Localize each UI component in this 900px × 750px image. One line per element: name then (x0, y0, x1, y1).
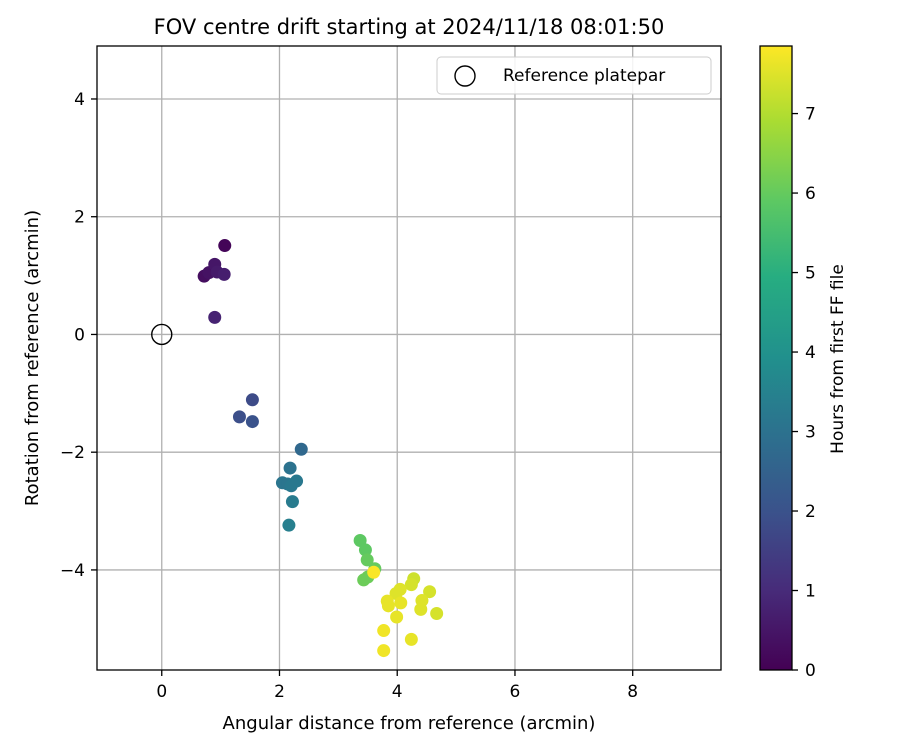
legend-box (436, 56, 712, 95)
reference-marker-layer (151, 323, 173, 346)
legend-label: Reference platepar (503, 66, 665, 86)
data-point (367, 565, 381, 579)
data-point (217, 267, 231, 281)
x-tick-label: 0 (156, 682, 167, 702)
data-point (290, 474, 304, 488)
colorbar-tick-label: 1 (805, 582, 816, 602)
reference-platepar-marker (151, 323, 173, 346)
data-point (430, 606, 444, 620)
x-tick-label: 8 (627, 682, 638, 702)
colorbar (759, 45, 793, 671)
y-axis-ticks: −4 −2 0 2 4 (60, 90, 97, 581)
colorbar-tick-label: 5 (805, 264, 816, 284)
data-point (282, 518, 296, 532)
chart-title: FOV centre drift starting at 2024/11/18 … (154, 15, 665, 39)
y-tick-label: 0 (74, 325, 85, 345)
y-tick-label: −2 (60, 443, 85, 463)
x-axis-ticks: 0 2 4 6 8 (156, 670, 638, 702)
data-point (283, 461, 297, 475)
colorbar-tick-label: 2 (805, 502, 816, 522)
y-tick-label: −4 (60, 561, 85, 581)
colorbar-tick-label: 3 (805, 423, 816, 443)
colorbar-ticks: 0 1 2 3 4 5 6 7 (792, 105, 816, 681)
data-point (377, 624, 391, 638)
x-tick-label: 2 (274, 682, 285, 702)
data-points (197, 239, 444, 658)
colorbar-tick-label: 0 (805, 661, 816, 681)
data-point (218, 239, 232, 253)
data-point (360, 553, 374, 567)
data-point (394, 596, 408, 610)
data-point (381, 599, 395, 613)
data-point (245, 415, 259, 429)
y-tick-label: 4 (74, 90, 85, 110)
x-axis-label: Angular distance from reference (arcmin) (223, 713, 596, 734)
colorbar-tick-label: 7 (805, 105, 816, 125)
plot-frame (96, 45, 722, 671)
data-point (390, 610, 404, 624)
data-point (285, 495, 299, 509)
legend: Reference platepar (436, 56, 712, 95)
y-axis-label: Rotation from reference (arcmin) (22, 210, 43, 506)
grid-lines (97, 46, 721, 670)
data-point (423, 585, 437, 599)
colorbar-tick-label: 4 (805, 343, 816, 363)
y-tick-label: 2 (74, 208, 85, 228)
x-tick-label: 4 (392, 682, 403, 702)
data-point (232, 410, 246, 424)
colorbar-label: Hours from first FF file (828, 264, 848, 454)
data-point (358, 543, 372, 557)
data-point (377, 644, 391, 658)
data-point (294, 442, 308, 456)
data-point (208, 310, 222, 324)
data-point (414, 602, 428, 616)
colorbar-tick-label: 6 (805, 184, 816, 204)
data-point (245, 393, 259, 407)
x-tick-label: 6 (510, 682, 521, 702)
data-point (404, 632, 418, 646)
data-point (404, 578, 418, 592)
legend-reference-marker (454, 65, 476, 87)
